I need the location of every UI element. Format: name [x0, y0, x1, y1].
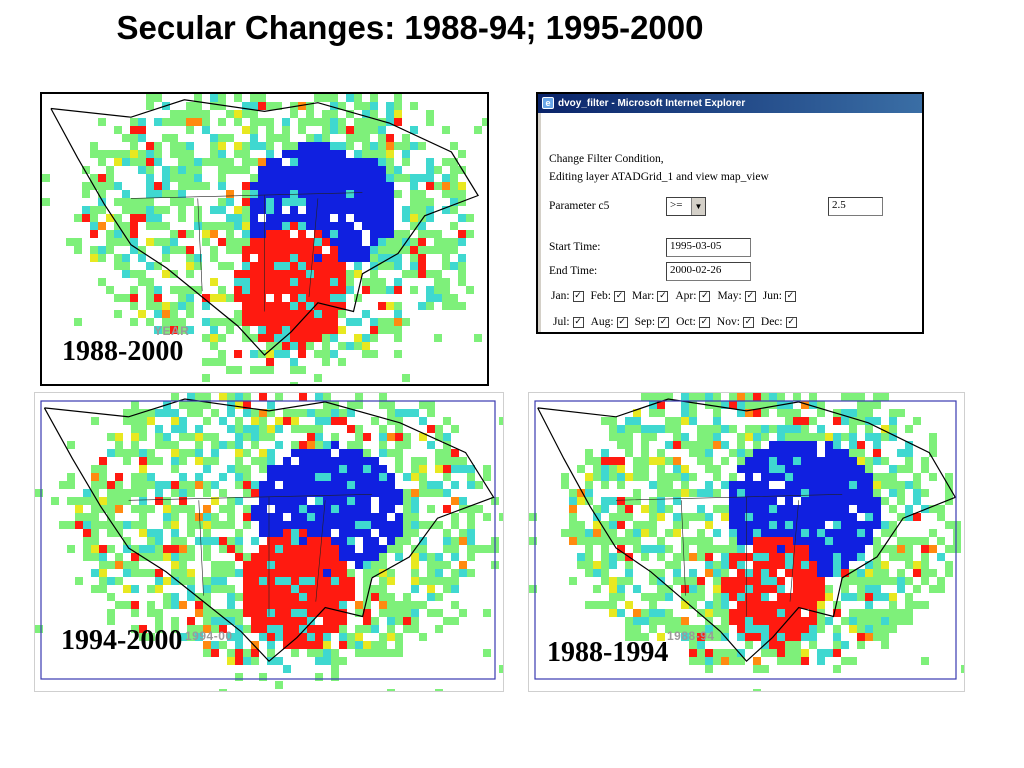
checkbox-checked-icon[interactable]: ✓ — [785, 316, 797, 328]
month-checkbox-jul[interactable]: Jul: ✓ — [553, 316, 584, 328]
filter-heading: Change Filter Condition, — [549, 153, 664, 165]
month-label: Jan: — [551, 290, 570, 302]
map-panel-1988-1994: 1988-94 1988-1994 — [528, 392, 965, 692]
end-time-label: End Time: — [549, 265, 598, 277]
month-checkbox-nov[interactable]: Nov: ✓ — [717, 316, 754, 328]
month-label: Apr: — [675, 290, 697, 302]
checkbox-checked-icon[interactable]: ✓ — [572, 290, 584, 302]
checkbox-checked-icon[interactable]: ✓ — [742, 316, 754, 328]
map-sublabel: 1994-00 — [185, 629, 233, 643]
month-label: May: — [717, 290, 742, 302]
dropdown-arrow-icon[interactable]: ▼ — [691, 198, 705, 215]
month-checkbox-row-1: Jan: ✓ Feb: ✓ Mar: ✓ Apr: ✓ May: ✓ Jun: ✓ — [551, 290, 803, 302]
dialog-titlebar[interactable]: e dvoy_filter - Microsoft Internet Explo… — [538, 94, 922, 113]
month-label: Nov: — [716, 316, 740, 328]
dialog-body: Change Filter Condition, Editing layer A… — [538, 113, 922, 332]
checkbox-checked-icon[interactable]: ✓ — [572, 316, 584, 328]
month-label: Sep: — [634, 316, 656, 328]
month-label: Aug: — [590, 316, 614, 328]
checkbox-checked-icon[interactable]: ✓ — [699, 290, 711, 302]
month-checkbox-jun[interactable]: Jun: ✓ — [763, 290, 796, 302]
map-label: 1988-1994 — [547, 637, 669, 668]
month-checkbox-mar[interactable]: Mar: ✓ — [631, 290, 669, 302]
month-checkbox-row-2: Jul: ✓ Aug: ✓ Sep: ✓ Oct: ✓ Nov: ✓ Dec: ✓ — [553, 316, 804, 328]
map-panel-1988-2000: YEAR 1988-2000 — [40, 92, 489, 386]
density-map-1988-1994 — [529, 393, 964, 691]
checkbox-checked-icon[interactable]: ✓ — [616, 316, 628, 328]
ie-icon: e — [542, 97, 554, 109]
checkbox-checked-icon[interactable]: ✓ — [744, 290, 756, 302]
month-label: Feb: — [590, 290, 611, 302]
month-checkbox-dec[interactable]: Dec: ✓ — [761, 316, 797, 328]
checkbox-checked-icon[interactable]: ✓ — [657, 290, 669, 302]
month-checkbox-aug[interactable]: Aug: ✓ — [591, 316, 628, 328]
month-checkbox-sep[interactable]: Sep: ✓ — [634, 316, 670, 328]
month-label: Dec: — [760, 316, 783, 328]
slide-title: Secular Changes: 1988-94; 1995-2000 — [116, 9, 704, 46]
month-checkbox-apr[interactable]: Apr: ✓ — [675, 290, 711, 302]
map-label: 1994-2000 — [61, 625, 183, 656]
start-time-label: Start Time: — [549, 241, 601, 253]
start-time-input[interactable]: 1995-03-05 — [666, 238, 751, 257]
density-map-1994-2000 — [35, 393, 503, 691]
operator-select[interactable]: >= ▼ — [666, 197, 706, 216]
filter-layer-info: Editing layer ATADGrid_1 and view map_vi… — [549, 171, 769, 183]
checkbox-checked-icon[interactable]: ✓ — [698, 316, 710, 328]
checkbox-checked-icon[interactable]: ✓ — [613, 290, 625, 302]
end-time-input[interactable]: 2000-02-26 — [666, 262, 751, 281]
map-panel-1994-2000: 1994-00 1994-2000 — [34, 392, 504, 692]
month-checkbox-feb[interactable]: Feb: ✓ — [591, 290, 625, 302]
checkbox-checked-icon[interactable]: ✓ — [784, 290, 796, 302]
month-label: Oct: — [676, 316, 696, 328]
dialog-title: dvoy_filter - Microsoft Internet Explore… — [558, 98, 746, 109]
ie-filter-dialog: e dvoy_filter - Microsoft Internet Explo… — [536, 92, 924, 334]
month-label: Mar: — [631, 290, 655, 302]
parameter-value-input[interactable]: 2.5 — [828, 197, 883, 216]
month-label: Jul: — [553, 316, 570, 328]
operator-value: >= — [670, 199, 683, 211]
parameter-label: Parameter c5 — [549, 200, 610, 212]
map-sublabel: YEAR — [154, 324, 190, 338]
map-label: 1988-2000 — [62, 336, 184, 367]
month-label: Jun: — [762, 290, 782, 302]
month-checkbox-oct[interactable]: Oct: ✓ — [676, 316, 710, 328]
month-checkbox-jan[interactable]: Jan: ✓ — [551, 290, 584, 302]
map-sublabel: 1988-94 — [667, 629, 715, 643]
checkbox-checked-icon[interactable]: ✓ — [658, 316, 670, 328]
month-checkbox-may[interactable]: May: ✓ — [717, 290, 756, 302]
density-map-1988-2000 — [42, 94, 487, 384]
